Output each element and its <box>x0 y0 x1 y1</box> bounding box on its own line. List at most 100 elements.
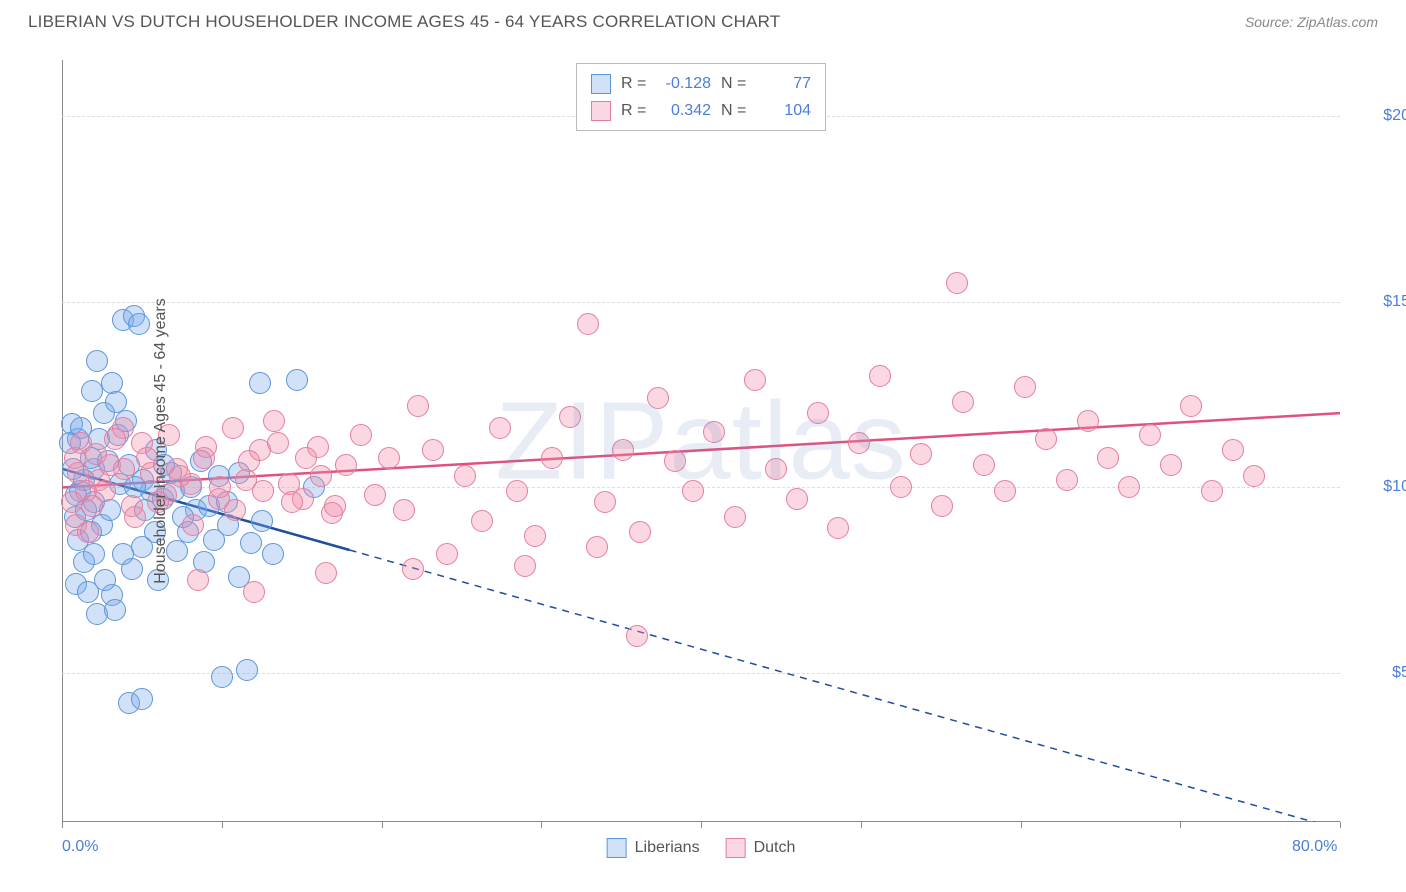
data-point <box>94 480 116 502</box>
x-tick <box>62 822 63 828</box>
x-tick <box>1340 822 1341 828</box>
data-point <box>577 313 599 335</box>
r-value: 0.342 <box>659 97 711 124</box>
data-point <box>629 521 651 543</box>
chart-title: LIBERIAN VS DUTCH HOUSEHOLDER INCOME AGE… <box>28 12 780 32</box>
data-point <box>315 562 337 584</box>
y-axis-title: Householder Income Ages 45 - 64 years <box>152 298 170 584</box>
data-point <box>973 454 995 476</box>
data-point <box>890 476 912 498</box>
data-point <box>612 439 634 461</box>
grid-line <box>62 302 1340 303</box>
data-point <box>243 581 265 603</box>
data-point <box>541 447 563 469</box>
data-point <box>83 543 105 565</box>
data-point <box>454 465 476 487</box>
series-swatch <box>591 101 611 121</box>
data-point <box>1222 439 1244 461</box>
n-label: N = <box>721 97 749 124</box>
x-tick <box>222 822 223 828</box>
data-point <box>1180 395 1202 417</box>
data-point <box>128 313 150 335</box>
legend-swatch <box>607 838 627 858</box>
data-point <box>252 480 274 502</box>
legend-label: Dutch <box>754 839 796 857</box>
data-point <box>524 525 546 547</box>
data-point <box>682 480 704 502</box>
data-point <box>1014 376 1036 398</box>
data-point <box>211 666 233 688</box>
data-point <box>169 465 191 487</box>
data-point <box>807 402 829 424</box>
data-point <box>626 625 648 647</box>
data-point <box>1201 480 1223 502</box>
data-point <box>238 450 260 472</box>
data-point <box>124 506 146 528</box>
correlation-chart: ZIPatlas Householder Income Ages 45 - 64… <box>62 60 1340 822</box>
data-point <box>703 421 725 443</box>
data-point <box>946 272 968 294</box>
data-point <box>1097 447 1119 469</box>
data-point <box>104 428 126 450</box>
data-point <box>1160 454 1182 476</box>
legend-swatch <box>726 838 746 858</box>
y-tick-label: $100,000 <box>1350 478 1406 496</box>
data-point <box>350 424 372 446</box>
data-point <box>251 510 273 532</box>
series-swatch <box>591 74 611 94</box>
data-point <box>131 688 153 710</box>
y-tick-label: $50,000 <box>1350 664 1406 682</box>
data-point <box>81 380 103 402</box>
data-point <box>506 480 528 502</box>
data-point <box>295 447 317 469</box>
chart-header: LIBERIAN VS DUTCH HOUSEHOLDER INCOME AGE… <box>0 0 1406 42</box>
data-point <box>402 558 424 580</box>
data-point <box>664 450 686 472</box>
data-point <box>1056 469 1078 491</box>
data-point <box>86 350 108 372</box>
data-point <box>827 517 849 539</box>
data-point <box>559 406 581 428</box>
x-tick-label: 80.0% <box>1292 838 1337 856</box>
data-point <box>931 495 953 517</box>
data-point <box>310 465 332 487</box>
data-point <box>1139 424 1161 446</box>
data-point <box>1243 465 1265 487</box>
data-point <box>364 484 386 506</box>
data-point <box>786 488 808 510</box>
data-point <box>869 365 891 387</box>
x-tick <box>701 822 702 828</box>
data-point <box>994 480 1016 502</box>
data-point <box>224 499 246 521</box>
data-point <box>281 491 303 513</box>
data-point <box>77 521 99 543</box>
stats-row: R =-0.128N =77 <box>591 70 811 97</box>
x-tick <box>382 822 383 828</box>
source-attribution: Source: ZipAtlas.com <box>1245 14 1378 30</box>
n-value: 77 <box>759 70 811 97</box>
r-label: R = <box>621 97 649 124</box>
r-value: -0.128 <box>659 70 711 97</box>
data-point <box>647 387 669 409</box>
n-label: N = <box>721 70 749 97</box>
data-point <box>1035 428 1057 450</box>
data-point <box>187 569 209 591</box>
data-point <box>61 491 83 513</box>
y-tick-label: $150,000 <box>1350 293 1406 311</box>
data-point <box>286 369 308 391</box>
data-point <box>848 432 870 454</box>
data-point <box>1077 410 1099 432</box>
data-point <box>471 510 493 532</box>
n-value: 104 <box>759 97 811 124</box>
data-point <box>113 458 135 480</box>
x-tick <box>541 822 542 828</box>
legend: LiberiansDutch <box>607 838 796 858</box>
data-point <box>249 372 271 394</box>
data-point <box>222 417 244 439</box>
data-point <box>594 491 616 513</box>
legend-item: Dutch <box>726 838 796 858</box>
data-point <box>335 454 357 476</box>
data-point <box>85 443 107 465</box>
data-point <box>182 514 204 536</box>
data-point <box>514 555 536 577</box>
